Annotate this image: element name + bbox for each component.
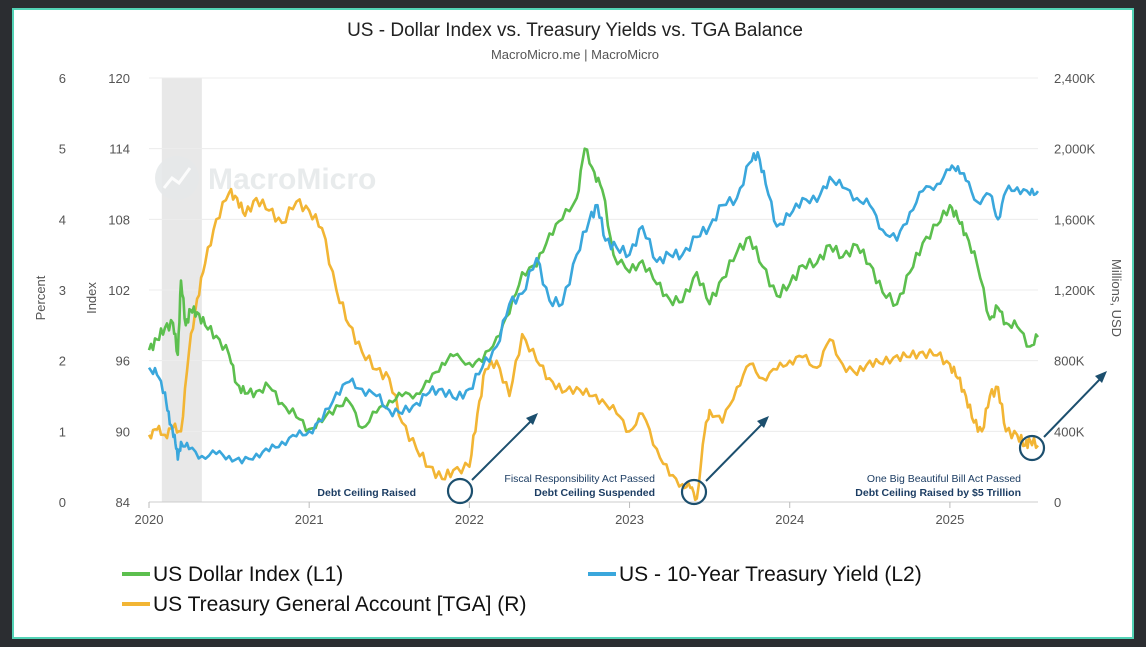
- legend-label-tga: US Treasury General Account [TGA] (R): [153, 593, 526, 616]
- y-tick-percent: 1: [59, 424, 66, 439]
- x-tick-label: 2020: [135, 512, 164, 527]
- y-tick-index: 90: [116, 424, 130, 439]
- chart-svg: US - Dollar Index vs. Treasury Yields vs…: [33, 20, 1124, 616]
- annotation-debt-ceiling-suspended: Debt Ceiling Suspended: [534, 487, 655, 499]
- x-tick-label: 2021: [295, 512, 324, 527]
- legend-label-dxy: US Dollar Index (L1): [153, 563, 343, 586]
- y-tick-index: 96: [116, 354, 130, 369]
- annotation-debt-ceiling-5t: Debt Ceiling Raised by $5 Trillion: [855, 487, 1021, 499]
- series-group: [147, 147, 1040, 502]
- y-axis-title-usd: Millions, USD: [1109, 259, 1124, 337]
- watermark: MacroMicro: [155, 156, 376, 200]
- series-line-dxy: [147, 147, 1040, 433]
- y-axis-percent: 0 1 2 3 4 5 6: [59, 71, 66, 510]
- legend: US Dollar Index (L1) US - 10-Year Treasu…: [122, 563, 922, 616]
- y-tick-usd: 2,000K: [1054, 142, 1096, 157]
- annotations: Debt Ceiling Raised Fiscal Responsibilit…: [317, 371, 1107, 506]
- y-tick-usd: 800K: [1054, 354, 1085, 369]
- y-tick-usd: 1,200K: [1054, 283, 1096, 298]
- watermark-logo-icon: [155, 156, 199, 200]
- y-tick-usd: 2,400K: [1054, 71, 1096, 86]
- y-tick-usd: 1,600K: [1054, 212, 1096, 227]
- y-tick-percent: 2: [59, 354, 66, 369]
- y-tick-index: 114: [109, 142, 130, 157]
- x-axis: 2020 2021 2022 2023 2024 2025: [135, 502, 964, 527]
- arrowhead-icon: [757, 416, 769, 428]
- chart-frame: US - Dollar Index vs. Treasury Yields vs…: [12, 8, 1134, 639]
- y-tick-percent: 6: [59, 71, 66, 86]
- chart-subtitle: MacroMicro.me | MacroMicro: [491, 47, 659, 62]
- series-line-tga: [147, 187, 1039, 502]
- y-axis-title-index: Index: [84, 282, 99, 314]
- y-axis-title-percent: Percent: [33, 275, 48, 320]
- annotation-marker-2021: [446, 477, 474, 505]
- y-tick-index: 102: [108, 283, 130, 298]
- y-tick-percent: 0: [59, 495, 66, 510]
- y-axis-index: 84 90 96 102 108 114 120: [108, 71, 130, 510]
- series-line-10y: [147, 150, 1040, 465]
- y-tick-percent: 4: [59, 212, 66, 227]
- legend-label-10y: US - 10-Year Treasury Yield (L2): [619, 563, 922, 586]
- y-axis-usd: 0 400K 800K 1,200K 1,600K 2,000K 2,400K: [1054, 71, 1096, 510]
- arrowhead-icon: [526, 413, 538, 425]
- x-tick-label: 2024: [775, 512, 804, 527]
- annotation-arrow-2025: [1043, 375, 1104, 438]
- legend-item-10y[interactable]: US - 10-Year Treasury Yield (L2): [588, 563, 922, 586]
- y-tick-index: 108: [108, 212, 130, 227]
- annotation-fiscal-act: Fiscal Responsibility Act Passed: [504, 473, 655, 485]
- y-tick-index: 84: [116, 495, 130, 510]
- y-tick-percent: 3: [59, 283, 66, 298]
- y-tick-index: 120: [108, 71, 130, 86]
- legend-item-dxy[interactable]: US Dollar Index (L1): [122, 563, 343, 586]
- legend-item-tga[interactable]: US Treasury General Account [TGA] (R): [122, 593, 526, 616]
- annotation-marker-2023: [680, 478, 708, 506]
- watermark-chart-icon: [162, 167, 192, 189]
- y-tick-percent: 5: [59, 142, 66, 157]
- annotation-obbba: One Big Beautiful Bill Act Passed: [867, 473, 1021, 485]
- y-tick-usd: 400K: [1054, 424, 1085, 439]
- watermark-text: MacroMicro: [208, 163, 376, 196]
- chart-title: US - Dollar Index vs. Treasury Yields vs…: [347, 20, 803, 41]
- y-tick-usd: 0: [1054, 495, 1061, 510]
- gridlines: [149, 77, 1038, 503]
- x-tick-label: 2023: [615, 512, 644, 527]
- annotation-arrow-2021: [471, 417, 535, 481]
- annotation-arrow-2023: [705, 420, 766, 482]
- annotation-marker-2025: [1018, 434, 1046, 462]
- x-tick-label: 2025: [935, 512, 964, 527]
- arrowhead-icon: [1095, 371, 1107, 383]
- annotation-debt-ceiling-raised: Debt Ceiling Raised: [317, 487, 416, 499]
- x-tick-label: 2022: [455, 512, 484, 527]
